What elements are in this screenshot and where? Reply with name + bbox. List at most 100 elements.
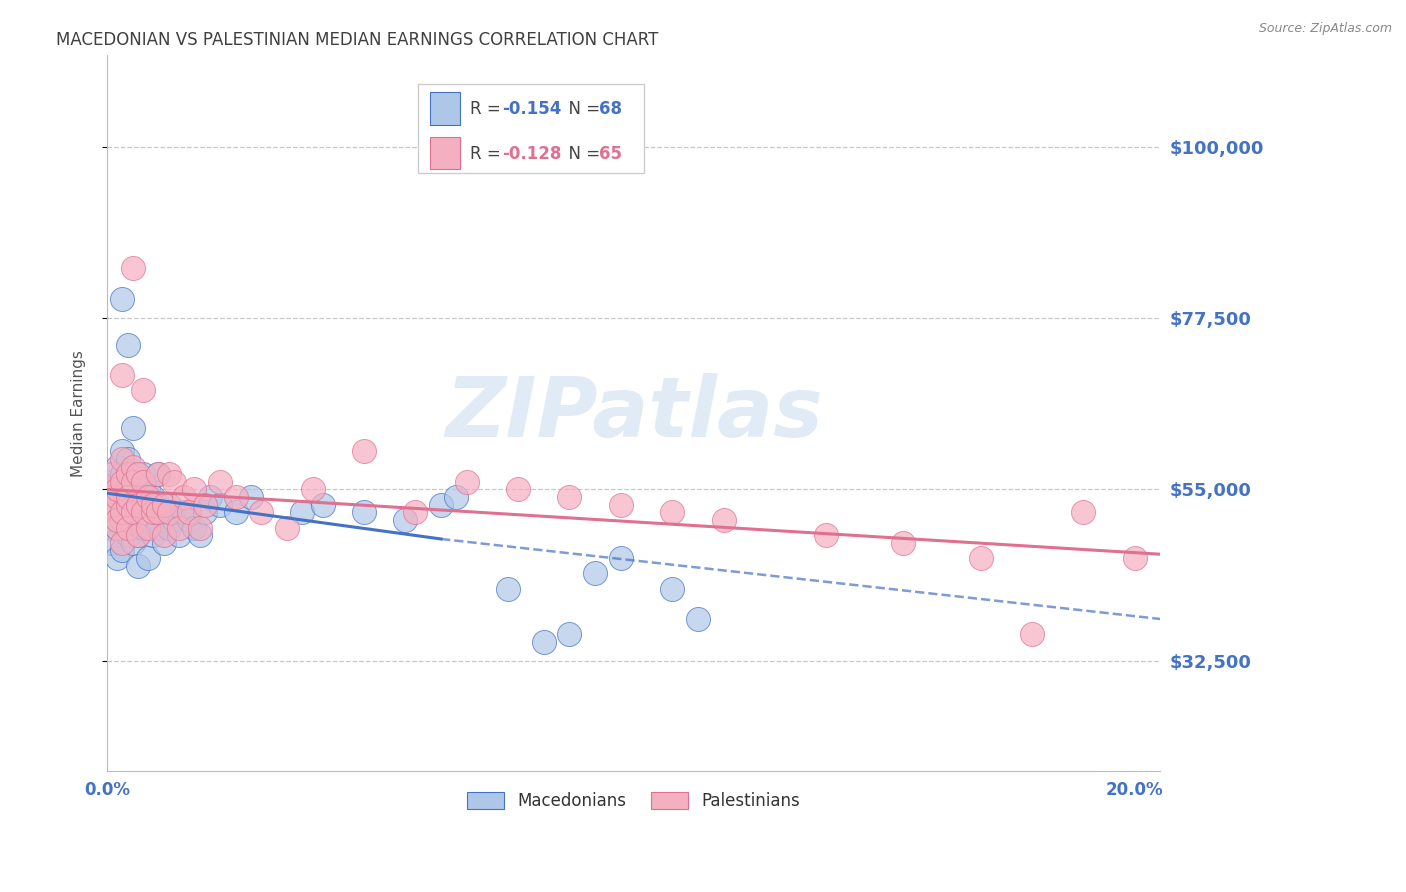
Point	[183, 520, 205, 534]
Point	[142, 498, 165, 512]
Point	[148, 505, 170, 519]
Point	[101, 536, 124, 550]
Point	[583, 566, 606, 581]
Point	[132, 498, 155, 512]
Text: 68: 68	[599, 100, 621, 118]
Point	[105, 490, 128, 504]
Point	[132, 520, 155, 534]
Point	[188, 528, 211, 542]
Point	[157, 467, 180, 482]
Point	[136, 513, 159, 527]
Point	[117, 498, 139, 512]
Point	[152, 536, 174, 550]
Point	[533, 635, 555, 649]
Point	[173, 505, 195, 519]
Point	[142, 528, 165, 542]
Point	[225, 505, 247, 519]
Point	[111, 444, 134, 458]
Point	[117, 505, 139, 519]
Text: Source: ZipAtlas.com: Source: ZipAtlas.com	[1258, 22, 1392, 36]
Text: 65: 65	[599, 145, 621, 162]
Text: -0.128: -0.128	[502, 145, 561, 162]
Point	[105, 513, 128, 527]
Point	[183, 483, 205, 497]
Point	[101, 498, 124, 512]
Point	[276, 520, 298, 534]
Point	[117, 520, 139, 534]
Point	[136, 490, 159, 504]
Point	[167, 528, 190, 542]
Legend: Macedonians, Palestinians: Macedonians, Palestinians	[461, 785, 807, 817]
Point	[111, 490, 134, 504]
Point	[713, 513, 735, 527]
Point	[117, 467, 139, 482]
Point	[239, 490, 262, 504]
Point	[969, 551, 991, 566]
Point	[121, 498, 143, 512]
Point	[142, 490, 165, 504]
Point	[157, 498, 180, 512]
Point	[198, 490, 221, 504]
Point	[225, 490, 247, 504]
Text: N =: N =	[558, 145, 605, 162]
Point	[127, 558, 149, 573]
Point	[132, 384, 155, 398]
Y-axis label: Median Earnings: Median Earnings	[72, 350, 86, 476]
Point	[1123, 551, 1146, 566]
Point	[136, 551, 159, 566]
Point	[117, 483, 139, 497]
Text: N =: N =	[558, 100, 605, 118]
Point	[121, 475, 143, 489]
Point	[105, 483, 128, 497]
Point	[893, 536, 915, 550]
Text: R =: R =	[471, 145, 506, 162]
Point	[148, 520, 170, 534]
Point	[127, 528, 149, 542]
Point	[152, 528, 174, 542]
Point	[167, 520, 190, 534]
Point	[127, 475, 149, 489]
Text: ZIPatlas: ZIPatlas	[444, 373, 823, 454]
Point	[121, 520, 143, 534]
Point	[179, 513, 201, 527]
Point	[121, 421, 143, 435]
Point	[157, 520, 180, 534]
Point	[250, 505, 273, 519]
Point	[148, 467, 170, 482]
Point	[132, 475, 155, 489]
Point	[686, 612, 709, 626]
Point	[105, 505, 128, 519]
Point	[121, 459, 143, 474]
Point	[117, 337, 139, 351]
Point	[148, 498, 170, 512]
Point	[111, 452, 134, 467]
Point	[610, 551, 633, 566]
Point	[111, 475, 134, 489]
Point	[105, 520, 128, 534]
Point	[152, 498, 174, 512]
Point	[163, 475, 186, 489]
Point	[101, 498, 124, 512]
Point	[209, 498, 232, 512]
Point	[148, 467, 170, 482]
Point	[127, 528, 149, 542]
Point	[111, 368, 134, 383]
Point	[430, 498, 453, 512]
Point	[111, 536, 134, 550]
Point	[610, 498, 633, 512]
Point	[188, 520, 211, 534]
Point	[661, 582, 683, 596]
Point	[111, 467, 134, 482]
Point	[179, 505, 201, 519]
Point	[194, 498, 217, 512]
Point	[136, 520, 159, 534]
Point	[456, 475, 478, 489]
Point	[353, 444, 375, 458]
Point	[111, 513, 134, 527]
Point	[508, 483, 530, 497]
Point	[558, 627, 581, 641]
Bar	[430, 93, 460, 125]
Point	[353, 505, 375, 519]
Point	[394, 513, 416, 527]
Point	[142, 505, 165, 519]
